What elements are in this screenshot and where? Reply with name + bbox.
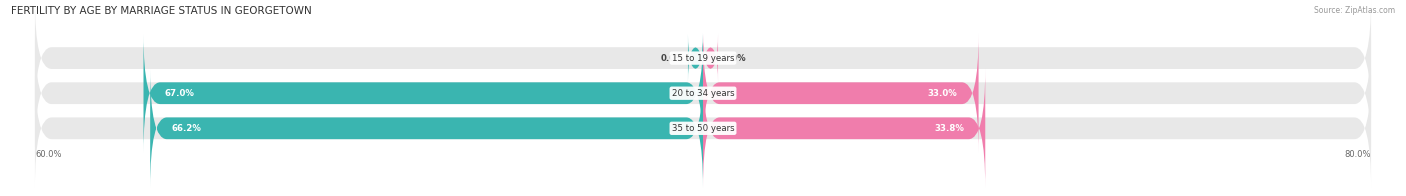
FancyBboxPatch shape (143, 34, 703, 152)
Text: 67.0%: 67.0% (165, 89, 194, 98)
Text: 0.0%: 0.0% (723, 54, 745, 63)
Text: FERTILITY BY AGE BY MARRIAGE STATUS IN GEORGETOWN: FERTILITY BY AGE BY MARRIAGE STATUS IN G… (11, 6, 312, 16)
FancyBboxPatch shape (150, 69, 703, 188)
Text: 80.0%: 80.0% (1344, 150, 1371, 159)
Text: 0.0%: 0.0% (661, 54, 683, 63)
FancyBboxPatch shape (35, 0, 1371, 117)
Text: 66.2%: 66.2% (172, 124, 201, 133)
Text: 33.8%: 33.8% (935, 124, 965, 133)
Legend: Married, Unmarried: Married, Unmarried (643, 193, 763, 196)
Text: 60.0%: 60.0% (35, 150, 62, 159)
FancyBboxPatch shape (688, 34, 703, 82)
Text: 20 to 34 years: 20 to 34 years (672, 89, 734, 98)
FancyBboxPatch shape (703, 34, 718, 82)
Text: 33.0%: 33.0% (928, 89, 957, 98)
FancyBboxPatch shape (35, 34, 1371, 152)
FancyBboxPatch shape (703, 69, 986, 188)
Text: 35 to 50 years: 35 to 50 years (672, 124, 734, 133)
Text: 15 to 19 years: 15 to 19 years (672, 54, 734, 63)
Text: Source: ZipAtlas.com: Source: ZipAtlas.com (1313, 6, 1395, 15)
FancyBboxPatch shape (35, 69, 1371, 188)
FancyBboxPatch shape (703, 34, 979, 152)
